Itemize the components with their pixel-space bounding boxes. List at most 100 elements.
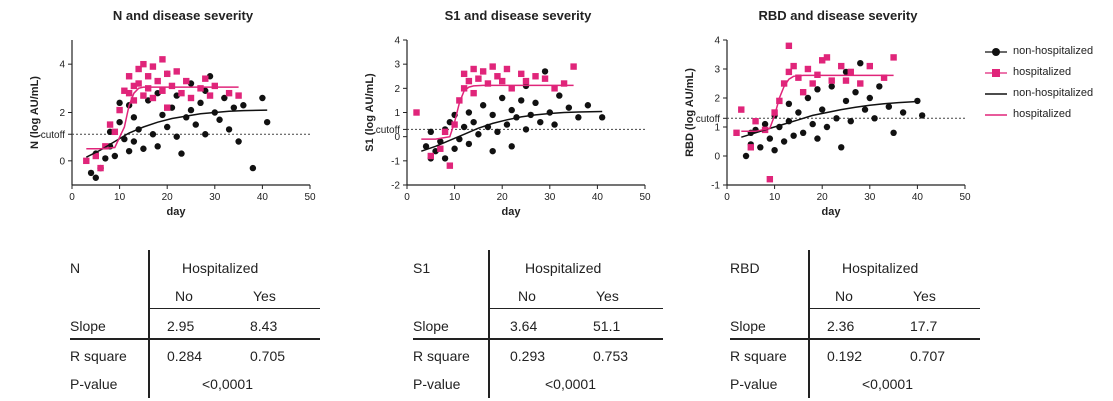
table-slope-yes: 51.1 [593,318,621,334]
data-point [111,128,119,136]
data-point [159,87,166,94]
data-point [790,62,797,70]
data-point [508,85,515,92]
table-slope-no: 3.64 [510,318,538,334]
table-r2-yes: 0.707 [910,348,946,364]
table-r2-label: R square [730,348,787,364]
legend-label: non-hospitalized [1013,86,1094,99]
data-point [503,121,511,128]
table-p-value: <0,0001 [202,376,253,392]
table-p-label: P-value [70,376,118,392]
data-point [92,174,100,181]
y-tick-label: 2 [394,84,400,95]
chart-title: S1 and disease severity [445,8,592,23]
data-point [183,77,190,85]
data-point [785,68,793,76]
data-point [87,169,95,177]
table-group-header: Hospitalized [525,260,602,276]
x-tick-label: 40 [912,192,924,203]
data-point [499,77,506,85]
x-axis-label: day [502,206,522,218]
y-tick-label: 4 [59,60,65,71]
data-point [460,123,468,131]
data-point [427,128,434,136]
table-antigen-label: RBD [730,260,760,276]
table-r2-label: R square [413,348,470,364]
table-col-yes: Yes [596,288,619,304]
table-r2-yes: 0.705 [250,348,286,364]
legend-item-non-hospitalized-points: non-hospitalized [985,40,1113,61]
data-point [475,131,482,138]
data-point [249,164,257,172]
data-point [135,65,142,73]
table-header-rule [808,308,980,309]
data-point [240,102,247,109]
data-point [857,60,864,67]
table-p-value: <0,0001 [545,376,596,392]
data-point [551,121,558,128]
table-slope-rule [413,338,663,340]
x-tick-label: 10 [114,192,126,203]
data-point [575,114,582,121]
data-point [130,97,138,104]
data-point [437,145,444,152]
data-point [560,80,568,87]
data-point [823,123,831,131]
x-tick-label: 40 [592,192,604,203]
legend-item-hospitalized-points: hospitalized [985,61,1113,82]
legend-marker-circle [985,45,1007,57]
data-point [202,131,209,138]
data-point [130,114,138,121]
table-p-label: P-value [730,376,778,392]
table-slope-label: Slope [730,318,766,334]
data-point [225,126,233,133]
table-r2-no: 0.293 [510,348,546,364]
data-point [785,42,793,49]
data-point [164,70,171,78]
table-p-value: <0,0001 [862,376,913,392]
data-point [771,147,778,154]
data-point [847,68,854,76]
data-point [173,68,180,75]
data-point [866,62,873,70]
x-tick-label: 10 [769,192,781,203]
data-point [522,126,530,133]
data-point [130,82,138,90]
data-point [216,116,223,123]
data-point [842,77,850,84]
data-point [465,109,473,116]
data-point [154,143,161,150]
data-point [489,147,496,155]
data-point [494,128,501,136]
legend-marker-square [985,66,1007,78]
data-point [441,155,449,162]
data-point [819,57,826,64]
data-point [532,99,539,107]
table-r2-no: 0.192 [827,348,863,364]
data-point [852,89,859,96]
fit-curve-non-hospitalized [85,109,268,158]
data-point [546,109,553,116]
table-slope-rule [70,338,320,340]
chart-panel-s1: S1 and disease severity 0 10 20 30 40 50 -2 -1 0 1… [335,0,665,240]
x-tick-label: 50 [959,192,971,203]
data-point [804,65,812,73]
data-point [140,92,147,99]
y-tick-label: 3 [394,60,400,71]
data-point [890,129,897,136]
data-point [197,85,204,92]
table-vertical-rule [808,250,810,398]
x-tick-label: 0 [404,192,410,203]
table-col-yes: Yes [253,288,276,304]
y-tick-label: 0 [59,156,65,167]
table-slope-label: Slope [70,318,106,334]
x-tick-label: 0 [69,192,75,203]
data-point [503,65,511,73]
data-point [149,63,157,70]
x-tick-label: 30 [864,192,876,203]
data-point [470,65,477,73]
legend-item-non-hospitalized-fit: non-hospitalized [985,82,1113,103]
data-point [761,120,769,128]
data-point [192,121,199,128]
series-hospitalized [733,42,897,183]
